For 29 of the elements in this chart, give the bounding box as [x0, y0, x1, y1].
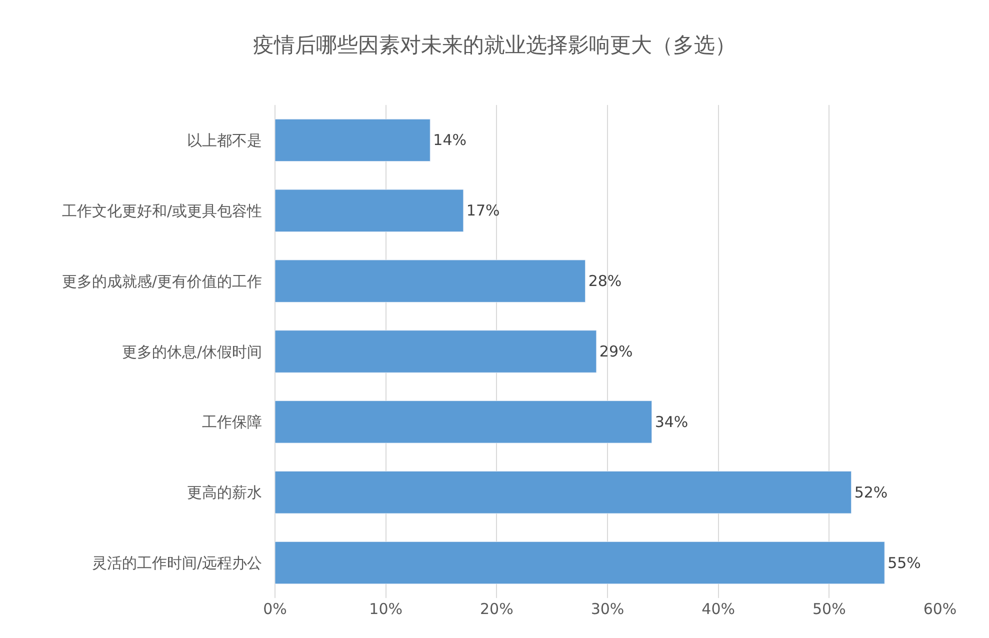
data-label: 17% [466, 202, 500, 220]
data-label: 52% [854, 483, 888, 502]
bar [275, 330, 597, 373]
data-label: 14% [433, 131, 467, 150]
x-tick-label: 50% [812, 600, 846, 618]
bar [275, 118, 430, 162]
bar [275, 470, 852, 514]
y-tick-label: 以上都不是 [187, 131, 262, 150]
bar [275, 541, 885, 584]
x-tick-label: 60% [923, 600, 957, 618]
data-label: 28% [588, 272, 622, 290]
y-tick-label: 更高的薪水 [187, 484, 262, 502]
bar [275, 400, 652, 444]
x-tick-label: 10% [369, 600, 402, 618]
y-tick-label: 工作文化更好和/或更具包容性 [62, 202, 262, 220]
y-tick-label: 灵活的工作时间/远程办公 [92, 554, 262, 572]
bar [275, 189, 464, 232]
x-tick-label: 40% [702, 600, 735, 618]
chart-title: 疫情后哪些因素对未来的就业选择影响更大（多选） [253, 33, 736, 58]
x-tick-label: 0% [263, 600, 287, 618]
data-label: 29% [599, 342, 633, 360]
y-tick-label: 更多的休息/休假时间 [122, 342, 262, 361]
y-tick-label: 更多的成就感/更有价值的工作 [62, 272, 262, 290]
data-label: 55% [888, 554, 921, 572]
bar [275, 260, 586, 302]
x-tick-label: 20% [480, 600, 514, 618]
y-tick-label: 工作保障 [202, 413, 262, 432]
data-label: 34% [654, 412, 688, 431]
x-tick-label: 30% [590, 600, 624, 618]
